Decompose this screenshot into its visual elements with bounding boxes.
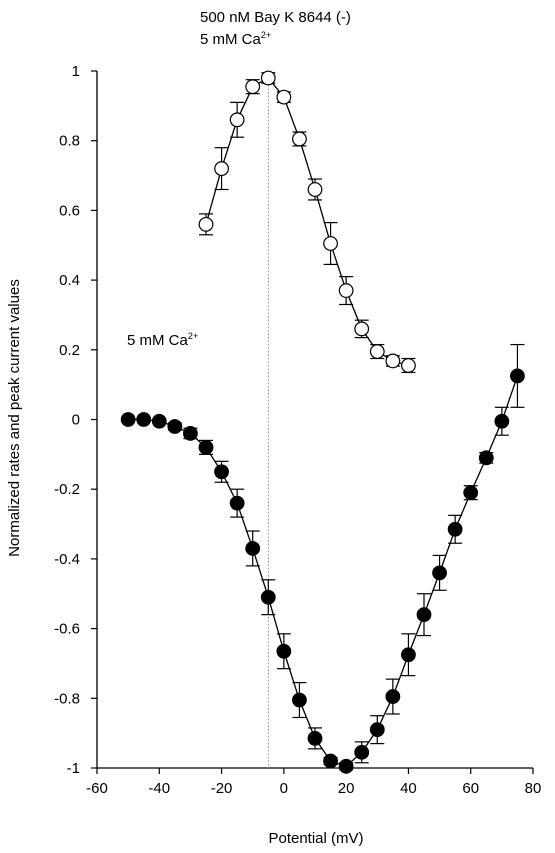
x-tick-label: 80 (525, 780, 542, 797)
data-point (198, 216, 214, 232)
y-axis-title: Normalized rates and peak current values (6, 279, 23, 557)
data-point (401, 358, 416, 373)
x-tick-label: 40 (400, 780, 417, 797)
y-tick-label: 0.8 (59, 133, 80, 150)
series-1 (198, 70, 416, 374)
data-point (369, 722, 385, 738)
data-point (447, 521, 463, 537)
y-tick-label: 0.2 (59, 342, 80, 359)
annotation-top-line2: 5 mM Ca2+ (200, 30, 271, 48)
data-point (338, 283, 354, 298)
data-point (120, 412, 136, 427)
data-point (292, 131, 307, 147)
x-tick-label: -20 (211, 780, 233, 797)
data-point (245, 79, 261, 95)
y-tick-label: 0.4 (59, 272, 80, 289)
data-point (323, 753, 338, 769)
axes: 1 0.8 0.6 0.4 0.2 0 -0.2 -0.4 -0.6 -0.8 -1 -60 -40 -2… (54, 63, 541, 797)
x-tick-label: 20 (338, 780, 355, 797)
x-tick-label: 0 (280, 780, 288, 797)
data-point (198, 439, 214, 455)
data-point (385, 689, 401, 704)
data-point (478, 450, 494, 466)
data-point (260, 70, 276, 86)
data-point (229, 112, 245, 128)
data-point (494, 413, 510, 429)
x-tick-label: -60 (86, 780, 108, 797)
data-point (183, 426, 198, 441)
data-point (354, 321, 370, 337)
data-point (292, 692, 307, 708)
data-point (432, 565, 447, 581)
annotation-top-line2-sup: 2+ (261, 30, 271, 40)
y-tick-label: -0.8 (54, 690, 80, 707)
data-point (307, 182, 323, 197)
y-tick-label: -0.4 (54, 551, 80, 568)
data-point (354, 744, 370, 760)
data-point (229, 495, 245, 511)
data-point (214, 161, 229, 176)
data-point (510, 368, 525, 384)
plot-area (120, 70, 525, 774)
data-point (136, 412, 152, 427)
data-point (416, 607, 432, 623)
annotation-top-line1: 500 nM Bay K 8644 (-) (200, 9, 351, 26)
y-tick-label: 0.6 (59, 202, 80, 219)
data-point (401, 647, 416, 663)
x-axis-title: Potential (mV) (268, 830, 363, 847)
data-point (323, 236, 338, 251)
y-tick-label: -0.2 (54, 481, 80, 498)
annotation-mid: 5 mM Ca2+ (127, 331, 198, 349)
annotation-mid-sup: 2+ (188, 331, 198, 341)
y-tick-label: 0 (72, 412, 80, 429)
data-point (276, 643, 292, 659)
data-point (214, 464, 229, 480)
y-tick-label: -0.6 (54, 621, 80, 638)
x-tick-label: -40 (148, 780, 170, 797)
y-tick-label: 1 (72, 63, 80, 80)
data-point (167, 419, 183, 434)
data-point (338, 758, 354, 774)
annotation-top: 500 nM Bay K 8644 (-) 5 mM Ca2+ (200, 9, 351, 48)
x-tick-label: 60 (462, 780, 479, 797)
data-point (245, 541, 261, 556)
data-point (463, 485, 479, 501)
series-2 (120, 343, 525, 774)
data-point (260, 589, 276, 605)
annotation-top-line2-text: 5 mM Ca (200, 31, 262, 48)
data-point (369, 344, 385, 359)
y-tick-label: -1 (67, 760, 80, 777)
annotation-mid-text: 5 mM Ca (127, 332, 189, 349)
data-point (276, 89, 292, 105)
data-point (385, 353, 401, 369)
data-point (307, 730, 323, 746)
data-point (151, 413, 167, 429)
